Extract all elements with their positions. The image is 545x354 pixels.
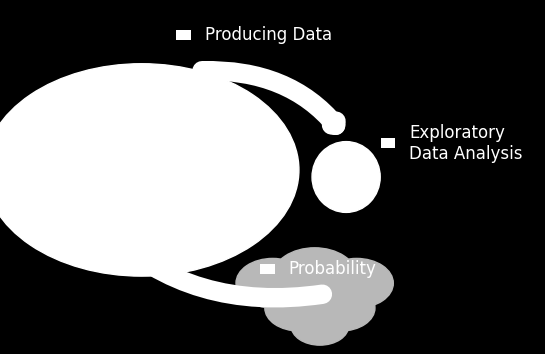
FancyArrowPatch shape (202, 71, 336, 125)
Circle shape (307, 285, 375, 331)
Bar (260, 264, 275, 274)
Text: Producing Data: Producing Data (204, 27, 332, 44)
Circle shape (236, 258, 310, 308)
Circle shape (0, 64, 299, 276)
Circle shape (265, 285, 333, 331)
Bar (381, 138, 396, 148)
Text: Exploratory
Data Analysis: Exploratory Data Analysis (409, 124, 523, 163)
Bar (176, 30, 191, 40)
Text: Probability: Probability (288, 260, 376, 278)
Circle shape (272, 248, 356, 304)
Circle shape (320, 258, 393, 308)
Ellipse shape (312, 142, 380, 212)
Circle shape (291, 306, 349, 345)
FancyArrowPatch shape (106, 231, 323, 298)
